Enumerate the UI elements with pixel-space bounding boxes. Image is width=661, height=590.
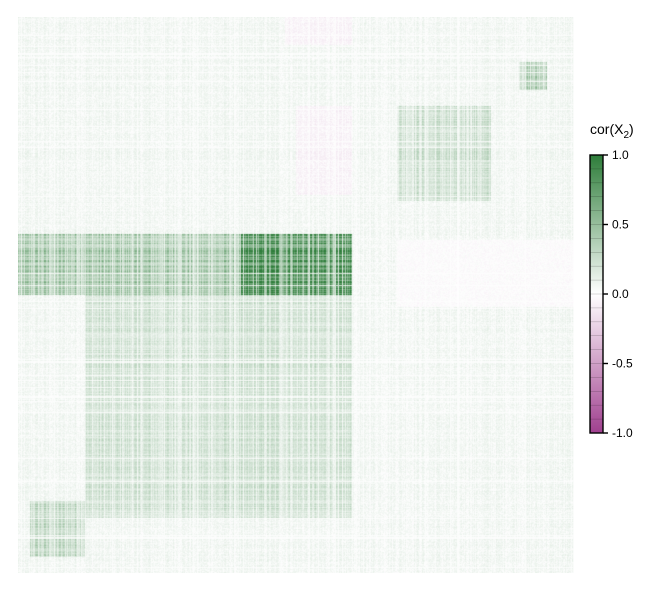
colorbar-title-close: ) bbox=[629, 121, 634, 137]
colorbar: cor(X2) 1.0 0.5 0.0 -0.5 -1.0 bbox=[589, 121, 634, 440]
colorbar-title: cor(X2) bbox=[590, 121, 634, 141]
colorbar-title-main: cor(X bbox=[590, 121, 624, 137]
correlation-heatmap bbox=[18, 17, 574, 573]
colorbar-bar bbox=[589, 154, 604, 434]
colorbar-ticks: 1.0 0.5 0.0 -0.5 -1.0 bbox=[603, 148, 633, 440]
colorbar-tick-label: -0.5 bbox=[612, 357, 633, 371]
colorbar-tick-label: 0.0 bbox=[612, 287, 629, 301]
colorbar-tick-label: -1.0 bbox=[612, 426, 633, 440]
colorbar-gradient bbox=[590, 155, 603, 433]
colorbar-title-subscript: 2 bbox=[623, 130, 629, 141]
colorbar-tick-label: 1.0 bbox=[612, 148, 629, 162]
colorbar-tick-label: 0.5 bbox=[612, 218, 629, 232]
